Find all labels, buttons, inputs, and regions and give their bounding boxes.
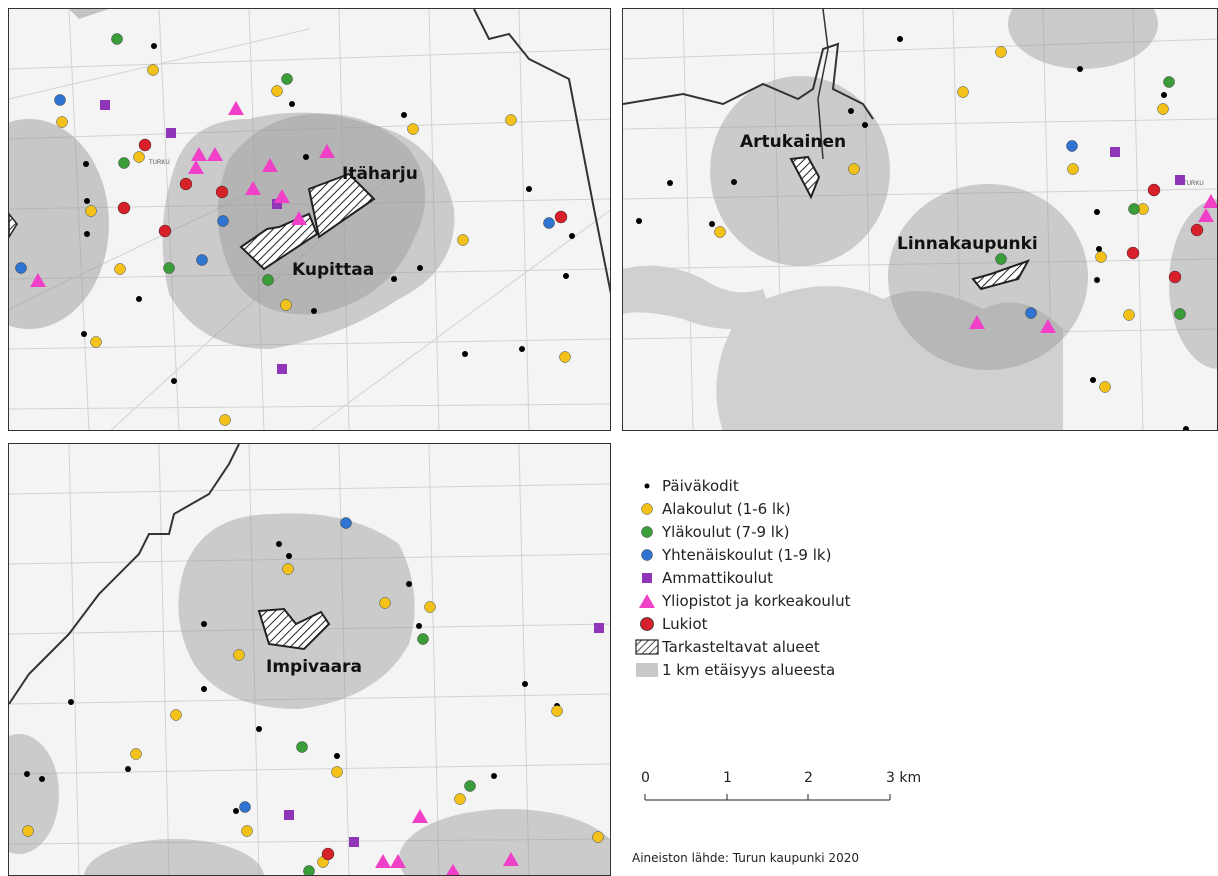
scale-bar: 0 1 2 3 km <box>632 770 932 810</box>
scale-tick-label: 3 km <box>886 770 922 786</box>
buffer-zone <box>1008 9 1158 69</box>
blue-circle-icon <box>632 548 662 562</box>
scale-tick-label: 2 <box>804 770 813 786</box>
area-itaharju[interactable] <box>307 172 376 239</box>
municipal-boundary <box>623 42 874 120</box>
area-impivaara[interactable] <box>257 607 331 651</box>
legend-label: Yläkoulut (7-9 lk) <box>662 522 790 541</box>
yellow-circle-icon <box>632 502 662 516</box>
area-label-artukainen: Artukainen <box>740 132 846 152</box>
green-circle-icon <box>632 525 662 539</box>
purple-square-icon <box>632 571 662 585</box>
hatch-pattern-icon <box>632 638 662 655</box>
scale-tick-label: 0 <box>641 770 650 786</box>
legend-item-buffer: 1 km etäisyys alueesta <box>632 658 932 681</box>
municipal-boundary <box>473 9 610 295</box>
poi-layer <box>15 33 575 426</box>
buffer-zone <box>399 809 610 875</box>
water-area <box>623 265 773 329</box>
legend-label: Lukiot <box>662 614 708 633</box>
poi-layer <box>636 36 1217 430</box>
map-canvas: Artukainen Linnakaupunki TURKU <box>623 9 1217 430</box>
legend-label: Yhtenäiskoulut (1-9 lk) <box>662 545 832 564</box>
scale-bar-line <box>644 794 891 801</box>
buffer-zone <box>84 839 264 875</box>
road-network <box>623 9 1217 430</box>
scale-tick-label: 1 <box>723 770 732 786</box>
area-label-itaharju: Itäharju <box>342 164 418 184</box>
legend-label: Yliopistot ja korkeakoulut <box>662 591 851 610</box>
area-label-impivaara: Impivaara <box>266 657 362 677</box>
area-linnakaupunki[interactable] <box>971 259 1031 291</box>
legend-label: Tarkasteltavat alueet <box>662 637 820 656</box>
small-map-label: TURKU <box>1183 181 1204 187</box>
small-dot-icon <box>632 481 662 491</box>
legend-label: Päiväkodit <box>662 476 739 495</box>
map-panel-itaharju-kupittaa[interactable]: Itäharju Kupittaa TURKU <box>8 8 611 431</box>
buffer-zone <box>9 119 109 329</box>
legend-item-vocational-school: Ammattikoulut <box>632 566 932 589</box>
legend-item-study-areas: Tarkasteltavat alueet <box>632 635 932 658</box>
map-panel-impivaara[interactable]: Impivaara <box>8 443 611 876</box>
buffer-swatch-icon <box>632 662 662 678</box>
red-circle-icon <box>632 616 662 632</box>
legend-item-primary-school: Alakoulut (1-6 lk) <box>632 497 932 520</box>
map-legend: Päiväkodit Alakoulut (1-6 lk) Yläkoulut … <box>632 474 932 681</box>
data-source-credit: Aineiston lähde: Turun kaupunki 2020 <box>632 851 859 865</box>
legend-item-secondary-school: Yläkoulut (7-9 lk) <box>632 520 932 543</box>
pink-triangle-icon <box>632 593 662 609</box>
legend-label: Alakoulut (1-6 lk) <box>662 499 791 518</box>
poi-layer <box>22 517 604 875</box>
municipal-boundary <box>9 444 240 705</box>
area-kupittaa[interactable] <box>239 212 319 271</box>
legend-item-university: Yliopistot ja korkeakoulut <box>632 589 932 612</box>
buffer-zone <box>9 734 59 854</box>
legend-item-upper-secondary: Lukiot <box>632 612 932 635</box>
legend-label: Ammattikoulut <box>662 568 773 587</box>
legend-item-daycare: Päiväkodit <box>632 474 932 497</box>
area-label-kupittaa: Kupittaa <box>292 260 374 280</box>
small-map-label: TURKU <box>149 160 170 166</box>
buffer-zone-impivaara[interactable] <box>178 513 415 709</box>
buffer-zone <box>1169 199 1217 369</box>
legend-item-comprehensive-school: Yhtenäiskoulut (1-9 lk) <box>632 543 932 566</box>
map-panel-artukainen-linnakaupunki[interactable]: Artukainen Linnakaupunki TURKU <box>622 8 1218 431</box>
area-artukainen[interactable] <box>789 155 821 200</box>
map-canvas: Itäharju Kupittaa TURKU <box>9 9 610 430</box>
area-label-linnakaupunki: Linnakaupunki <box>897 234 1038 254</box>
map-canvas: Impivaara <box>9 444 610 875</box>
legend-label: 1 km etäisyys alueesta <box>662 660 836 679</box>
